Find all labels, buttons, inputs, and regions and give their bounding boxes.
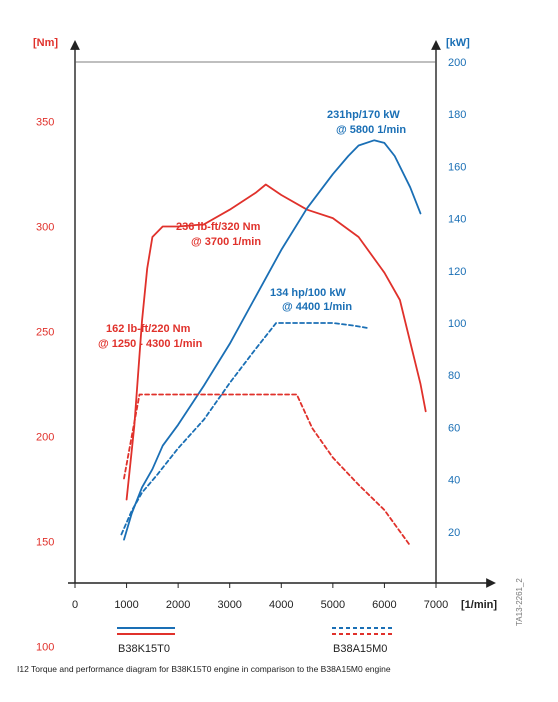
left-tick-100: 100	[36, 642, 54, 654]
x-tick-6000: 6000	[372, 599, 396, 611]
legend-label-b38a15m0: B38A15M0	[333, 643, 387, 655]
annotation-a-power-line1: 134 hp/100 kW	[270, 287, 346, 299]
left-tick-300: 300	[36, 222, 54, 234]
right-axis-unit: [kW]	[446, 37, 470, 49]
annotation-k-torque-line2: @ 3700 1/min	[191, 236, 261, 248]
x-tick-1000: 1000	[114, 599, 138, 611]
x-tick-4000: 4000	[269, 599, 293, 611]
right-tick-60: 60	[448, 422, 460, 434]
right-tick-140: 140	[448, 214, 466, 226]
annotation-a-power-line2: @ 4400 1/min	[282, 301, 352, 313]
left-tick-250: 250	[36, 327, 54, 339]
left-tick-150: 150	[36, 537, 54, 549]
right-tick-160: 160	[448, 161, 466, 173]
right-tick-200: 200	[448, 57, 466, 69]
series-b38k15t0-power	[123, 139, 422, 541]
left-axis-unit: [Nm]	[33, 37, 58, 49]
series-b38a15m0-power	[120, 322, 370, 536]
right-tick-20: 20	[448, 527, 460, 539]
right-tick-80: 80	[448, 370, 460, 382]
left-tick-labels: 100 150 200 250 300 350	[36, 117, 54, 654]
annotation-a-torque-line1: 162 lb-ft/220 Nm	[106, 323, 191, 335]
series-b38k15t0-torque	[125, 183, 427, 501]
annotation-k-power-line1: 231hp/170 kW	[327, 109, 400, 121]
x-tick-5000: 5000	[321, 599, 345, 611]
x-tick-0: 0	[72, 599, 78, 611]
figure-id: TA13-2261_2	[515, 578, 524, 626]
right-tick-120: 120	[448, 266, 466, 278]
annotation-k-torque-line1: 236 lb-ft/320 Nm	[176, 221, 261, 233]
series-b38a15m0-torque	[123, 393, 412, 547]
x-tick-7000: 7000	[424, 599, 448, 611]
figure-caption: I12 Torque and performance diagram for B…	[17, 664, 391, 674]
left-tick-350: 350	[36, 117, 54, 129]
right-tick-labels: 20 40 60 80 100 120 140 160 180 200	[448, 57, 466, 539]
annotation-a-torque-line2: @ 1250 - 4300 1/min	[98, 338, 203, 350]
x-tick-3000: 3000	[217, 599, 241, 611]
annotation-k-power-line2: @ 5800 1/min	[336, 124, 406, 136]
legend: B38K15T0 B38A15M0	[117, 627, 395, 655]
x-axis-unit: [1/min]	[461, 599, 497, 611]
right-tick-180: 180	[448, 109, 466, 121]
left-tick-200: 200	[36, 432, 54, 444]
right-tick-40: 40	[448, 475, 460, 487]
series-lines	[120, 139, 427, 547]
right-tick-100: 100	[448, 318, 466, 330]
x-tick-2000: 2000	[166, 599, 190, 611]
legend-label-b38k15t0: B38K15T0	[118, 643, 170, 655]
x-tick-labels: 0 1000 2000 3000 4000 5000 6000 7000	[72, 583, 448, 611]
